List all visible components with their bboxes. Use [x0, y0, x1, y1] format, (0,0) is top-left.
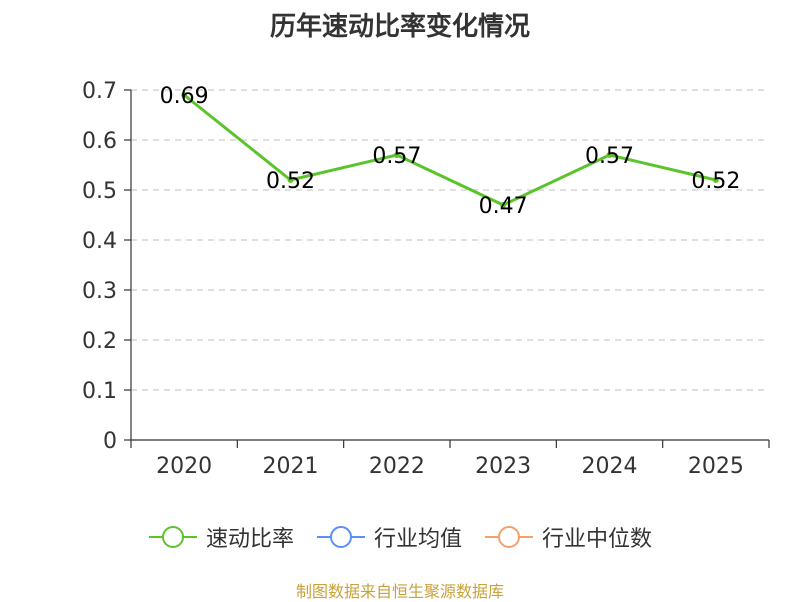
y-tick-label: 0.7: [82, 79, 117, 104]
grid-lines: [131, 89, 769, 391]
y-tick-label: 0.3: [82, 279, 117, 304]
y-tick-label: 0.5: [82, 179, 117, 204]
x-tick-label: 2022: [369, 454, 425, 479]
legend-item-quick-ratio[interactable]: 速动比率: [148, 521, 294, 553]
data-point: [393, 152, 400, 158]
legend-label: 行业均值: [373, 527, 462, 552]
x-tick-label: 2021: [263, 454, 319, 479]
legend-line-circle-icon: [316, 526, 365, 548]
data-point: [181, 92, 188, 98]
x-tick-label: 2025: [688, 454, 744, 479]
x-tick-label: 2023: [475, 454, 531, 479]
data-label: 0.52: [691, 169, 740, 194]
y-tick-label: 0.1: [82, 379, 117, 404]
data-label: 0.57: [585, 144, 634, 169]
source-note: 制图数据来自恒生聚源数据库: [295, 582, 504, 601]
legend-line-circle-icon: [485, 526, 533, 548]
legend-line-circle-icon: [148, 526, 197, 548]
data-point: [712, 177, 719, 183]
series-line: [183, 93, 717, 207]
data-label: 0.52: [266, 169, 315, 194]
y-tick-label: 0.2: [82, 329, 117, 354]
x-tick-label: 2020: [156, 454, 212, 479]
chart-title: 历年速动比率变化情况: [269, 12, 530, 42]
legend-item-industry-mean[interactable]: 行业均值: [316, 521, 462, 553]
axes: 0 0.1 0.2 0.3 0.4 0.5 0.6 0.7 2020 2021 2022 2023 20…: [82, 79, 770, 479]
legend-item-industry-median[interactable]: 行业中位数: [484, 521, 652, 553]
data-label: 0.57: [372, 144, 421, 169]
data-labels: 0.69 0.52 0.57 0.47 0.57 0.52: [160, 84, 741, 219]
data-label: 0.47: [479, 194, 528, 219]
legend-label: 速动比率: [205, 527, 294, 552]
y-tick-label: 0.4: [82, 229, 117, 254]
data-point: [287, 177, 294, 183]
data-point: [606, 152, 613, 158]
y-tick-label: 0.6: [82, 129, 117, 154]
legend-label: 行业中位数: [542, 527, 653, 552]
data-point: [500, 202, 507, 208]
x-tick-label: 2024: [582, 454, 638, 479]
data-label: 0.69: [160, 84, 209, 109]
series-layer: [181, 92, 719, 208]
legend: 速动比率 行业均值 行业中位数: [0, 519, 800, 555]
y-tick-label: 0: [103, 429, 117, 454]
